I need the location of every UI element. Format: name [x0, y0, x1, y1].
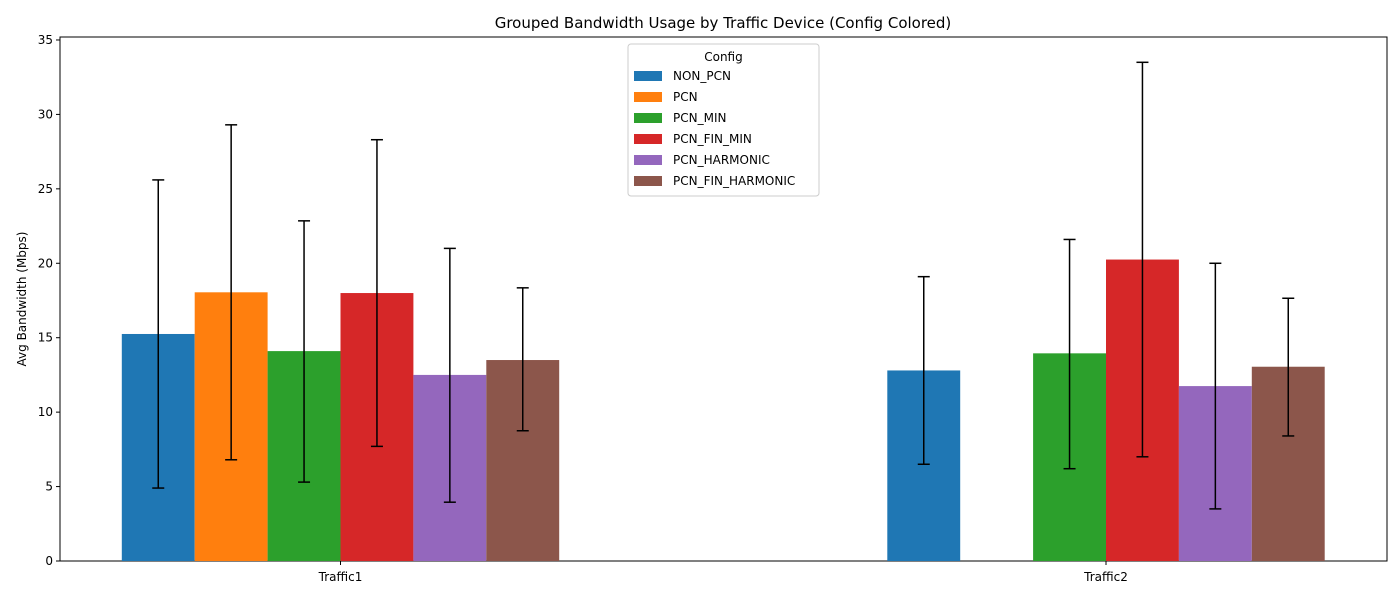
y-tick-label: 5 — [45, 480, 53, 494]
error-bar — [370, 138, 383, 448]
legend-swatch — [634, 176, 662, 186]
legend-label: PCN_MIN — [673, 111, 726, 125]
legend-swatch — [634, 155, 662, 165]
legend-label: PCN_FIN_HARMONIC — [673, 174, 795, 188]
legend-swatch — [634, 113, 662, 123]
chart-title: Grouped Bandwidth Usage by Traffic Devic… — [495, 14, 952, 32]
legend-frame — [627, 43, 820, 197]
legend-title: Config — [704, 50, 743, 64]
legend-swatch — [634, 92, 662, 102]
y-tick-label: 10 — [38, 405, 53, 419]
error-bar — [152, 179, 165, 489]
y-tick-label: 15 — [38, 331, 53, 345]
error-bar — [443, 247, 456, 503]
error-bar — [1136, 61, 1149, 458]
error-bar — [917, 275, 930, 465]
legend-item: PCN_MIN — [634, 111, 726, 125]
legend-item: PCN_FIN_MIN — [634, 132, 752, 146]
y-axis-title: Avg Bandwidth (Mbps) — [15, 232, 29, 367]
error-bar — [225, 124, 238, 461]
legend-swatch — [634, 71, 662, 81]
error-bar — [1282, 297, 1295, 437]
legend-label: PCN — [673, 90, 698, 104]
x-tick-label: Traffic1 — [318, 570, 363, 584]
legend-item: PCN_FIN_HARMONIC — [634, 174, 795, 188]
x-tick-label: Traffic2 — [1083, 570, 1128, 584]
error-bar — [1209, 262, 1222, 510]
legend-swatch — [634, 134, 662, 144]
legend-item: PCN_HARMONIC — [634, 153, 770, 167]
y-tick-label: 20 — [38, 256, 53, 270]
plot-area: 0 5 10 15 20 25 30 35 Traffic1 Traffic2 — [38, 33, 1388, 584]
legend-label: PCN_HARMONIC — [673, 153, 770, 167]
error-bar — [298, 220, 311, 483]
error-bar — [1063, 238, 1076, 470]
y-tick-label: 0 — [45, 554, 53, 568]
legend-item: NON_PCN — [634, 69, 731, 83]
y-tick-label: 35 — [38, 33, 53, 47]
y-tick-label: 30 — [38, 107, 53, 121]
legend-label: NON_PCN — [673, 69, 731, 83]
plot-frame — [59, 36, 1388, 562]
y-tick-label: 25 — [38, 182, 53, 196]
legend-item: PCN — [634, 90, 698, 104]
error-bar — [516, 287, 529, 432]
legend-label: PCN_FIN_MIN — [673, 132, 752, 146]
legend: Config NON_PCN PCN PCN_MIN PCN_FIN_MIN PCN_HA… — [627, 43, 820, 197]
